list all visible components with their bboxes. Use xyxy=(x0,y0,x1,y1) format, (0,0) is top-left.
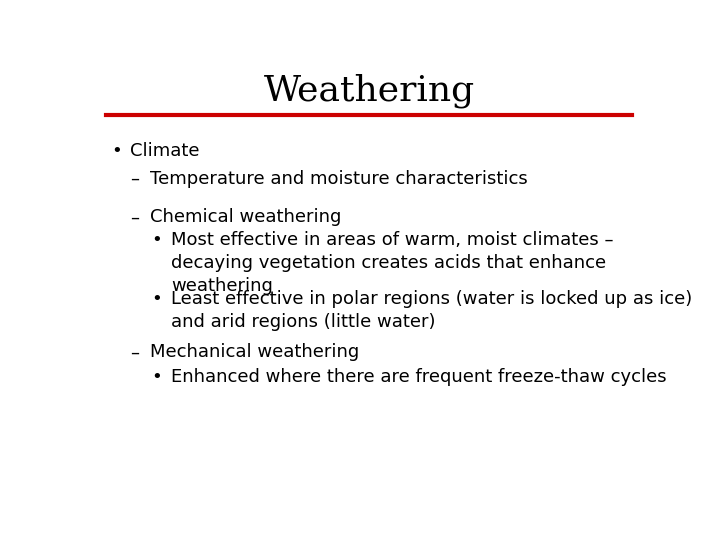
Text: –: – xyxy=(130,208,139,226)
Text: •: • xyxy=(151,231,162,249)
Text: •: • xyxy=(111,141,122,160)
Text: –: – xyxy=(130,343,139,361)
Text: Enhanced where there are frequent freeze-thaw cycles: Enhanced where there are frequent freeze… xyxy=(171,368,667,386)
Text: Mechanical weathering: Mechanical weathering xyxy=(150,343,359,361)
Text: Climate: Climate xyxy=(130,141,199,160)
Text: Weathering: Weathering xyxy=(264,73,474,108)
Text: Chemical weathering: Chemical weathering xyxy=(150,208,341,226)
Text: –: – xyxy=(130,170,139,187)
Text: •: • xyxy=(151,368,162,386)
Text: Most effective in areas of warm, moist climates –
decaying vegetation creates ac: Most effective in areas of warm, moist c… xyxy=(171,231,613,295)
Text: •: • xyxy=(151,290,162,308)
Text: Temperature and moisture characteristics: Temperature and moisture characteristics xyxy=(150,170,528,187)
Text: Least effective in polar regions (water is locked up as ice)
and arid regions (l: Least effective in polar regions (water … xyxy=(171,290,692,331)
